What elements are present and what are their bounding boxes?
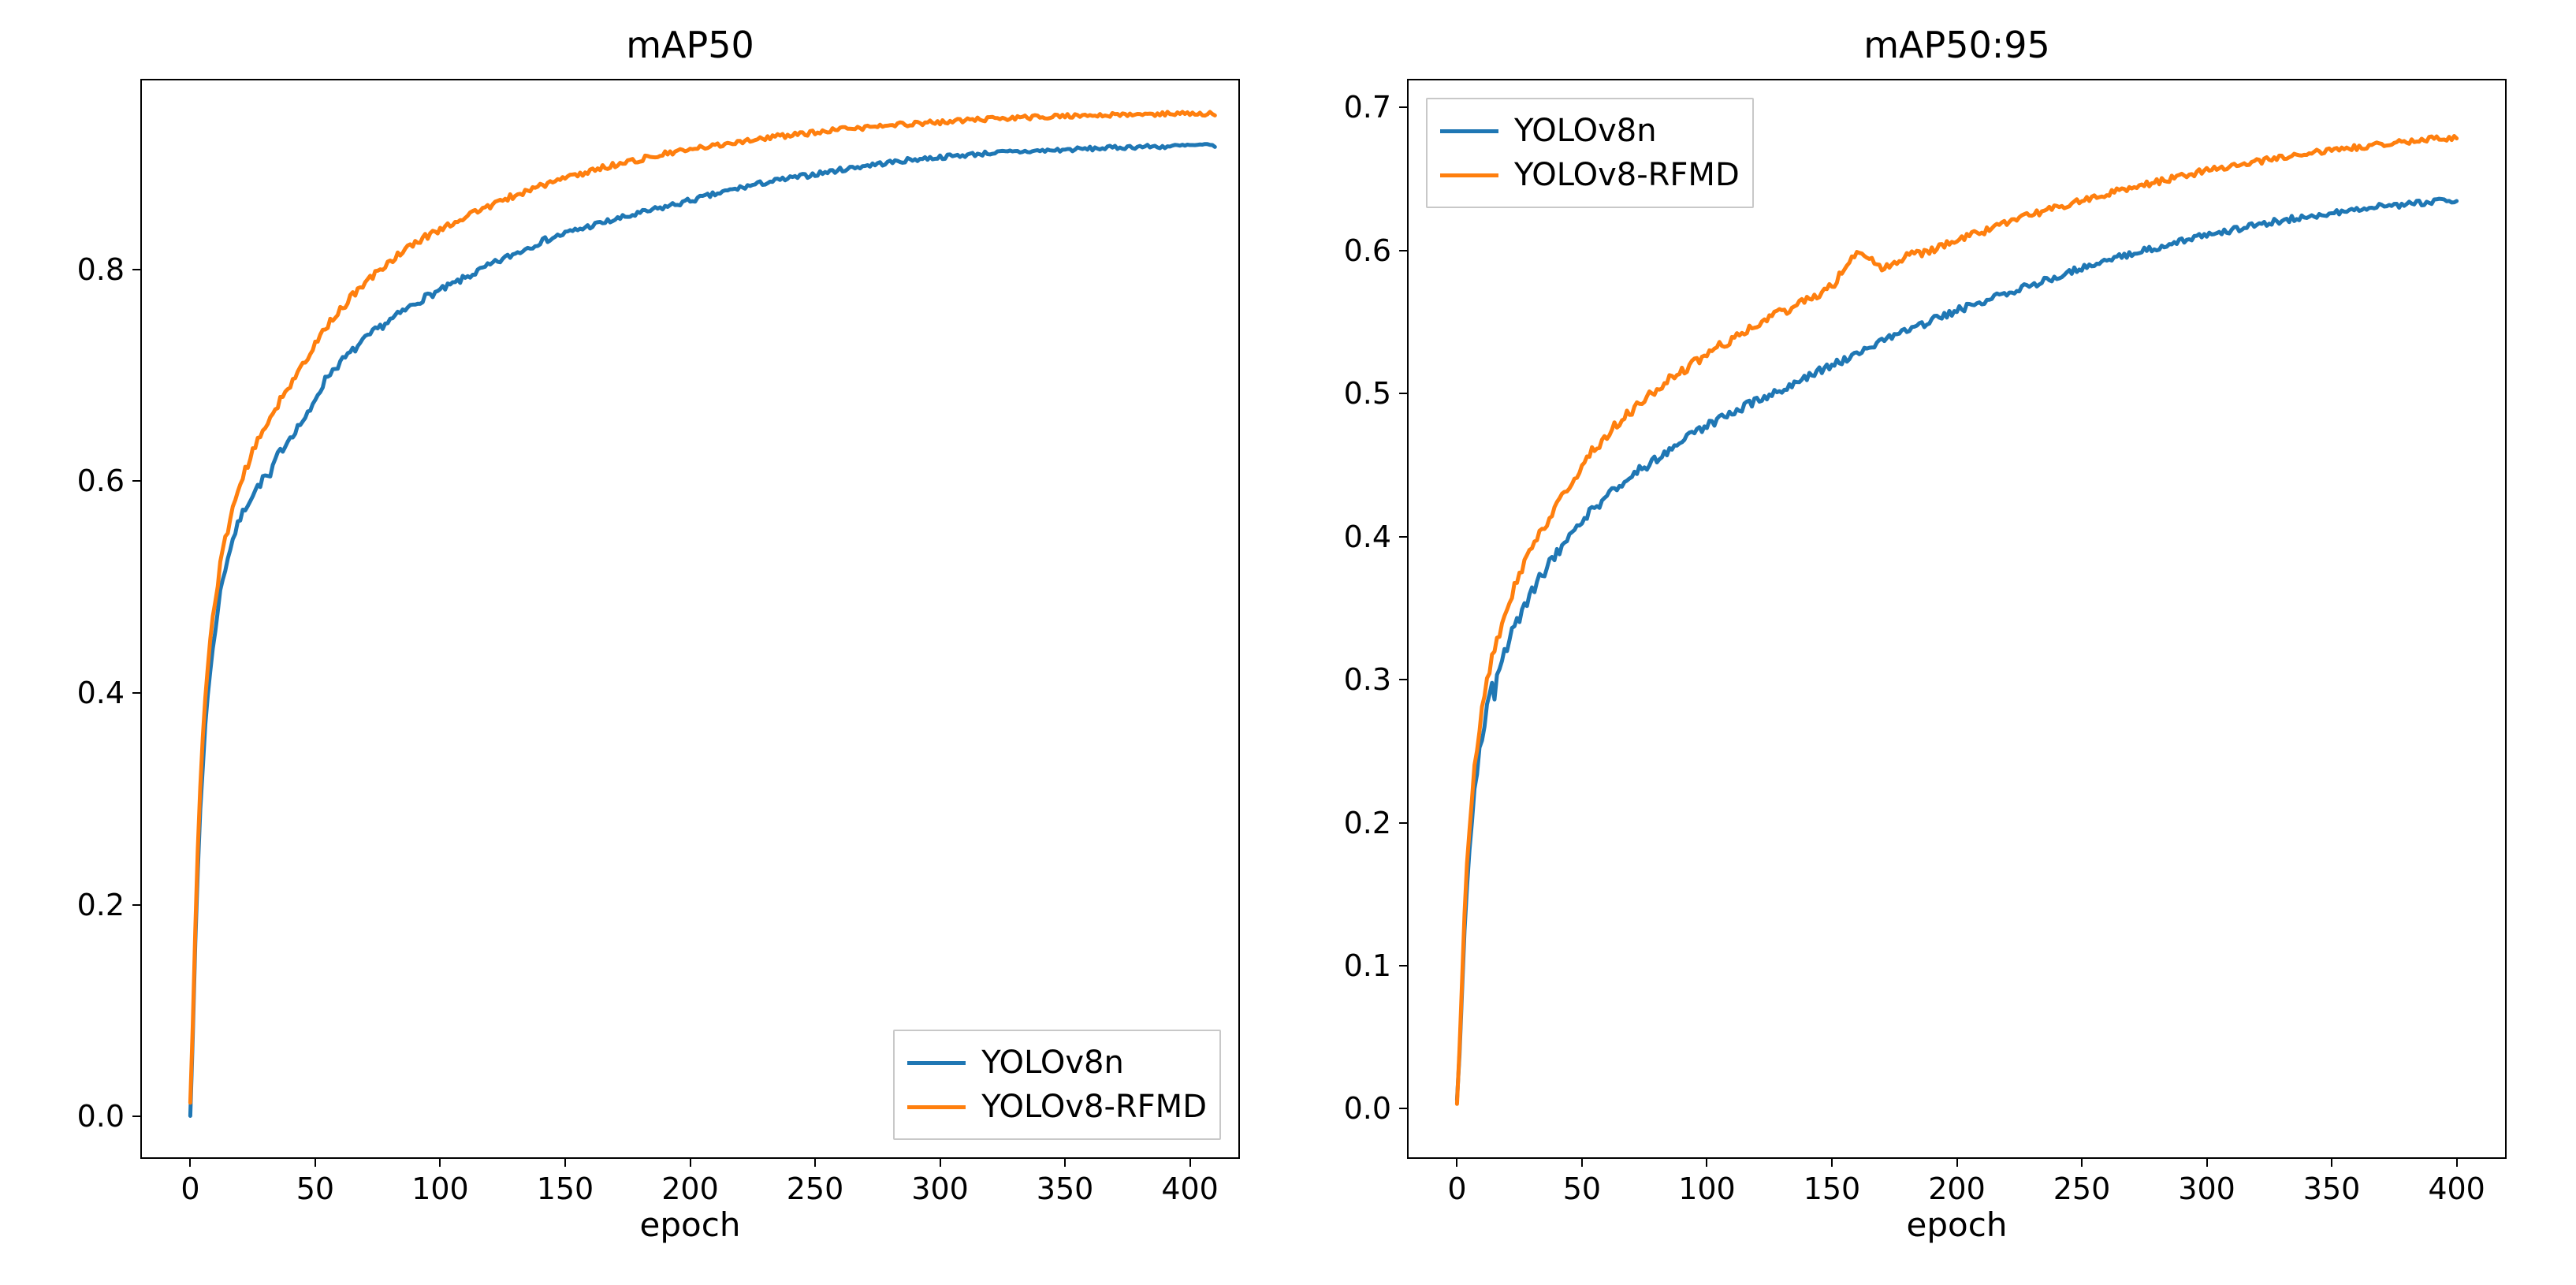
series-line-yolov8-rfmd — [1457, 136, 2456, 1104]
plot-area — [1407, 79, 2507, 1159]
x-tick-label: 0 — [181, 1171, 199, 1206]
y-tick-mark — [1399, 965, 1407, 967]
x-tick-label: 50 — [296, 1171, 334, 1206]
x-tick-mark — [315, 1159, 316, 1167]
chart-panel-right: mAP50:95epoch0501001502002503003504000.0… — [1407, 79, 2507, 1159]
x-tick-label: 350 — [1037, 1171, 1094, 1206]
y-tick-mark — [1399, 250, 1407, 251]
x-tick-label: 200 — [1928, 1171, 1986, 1206]
legend-label: YOLOv8n — [1514, 113, 1657, 149]
y-tick-mark — [132, 1116, 140, 1117]
x-tick-mark — [940, 1159, 941, 1167]
x-tick-label: 100 — [1678, 1171, 1736, 1206]
legend-label: YOLOv8-RFMD — [981, 1089, 1207, 1125]
y-tick-mark — [1399, 536, 1407, 538]
x-tick-mark — [2331, 1159, 2332, 1167]
y-tick-mark — [1399, 679, 1407, 680]
legend-swatch — [907, 1105, 966, 1109]
legend-item: YOLOv8-RFMD — [1440, 153, 1740, 197]
y-tick-label: 0.7 — [1344, 90, 1391, 125]
legend: YOLOv8n YOLOv8-RFMD — [893, 1030, 1221, 1140]
y-tick-mark — [132, 904, 140, 906]
x-tick-mark — [1456, 1159, 1457, 1167]
legend-label: YOLOv8-RFMD — [1514, 157, 1740, 193]
x-axis-label: epoch — [1407, 1205, 2507, 1244]
x-tick-mark — [1706, 1159, 1707, 1167]
series-line-yolov8-rfmd — [190, 112, 1215, 1103]
x-tick-label: 150 — [537, 1171, 594, 1206]
y-tick-label: 0.2 — [77, 888, 125, 922]
x-tick-label: 400 — [2428, 1171, 2485, 1206]
x-tick-mark — [1956, 1159, 1958, 1167]
y-tick-label: 0.0 — [1344, 1091, 1391, 1126]
series-line-yolov8n — [1457, 199, 2456, 1100]
chart-title: mAP50 — [140, 24, 1240, 66]
x-tick-label: 250 — [787, 1171, 844, 1206]
figure: mAP50epoch0501001502002503003504000.00.2… — [0, 0, 2576, 1285]
x-tick-mark — [439, 1159, 441, 1167]
x-tick-mark — [2206, 1159, 2208, 1167]
y-tick-mark — [1399, 1108, 1407, 1109]
legend-swatch — [907, 1061, 966, 1065]
x-tick-label: 100 — [411, 1171, 469, 1206]
y-tick-mark — [1399, 106, 1407, 108]
x-tick-label: 300 — [911, 1171, 969, 1206]
legend-item: YOLOv8n — [907, 1041, 1207, 1085]
y-tick-mark — [132, 692, 140, 694]
series-line-yolov8n — [190, 144, 1215, 1116]
y-tick-label: 0.4 — [1344, 520, 1391, 554]
x-tick-label: 400 — [1161, 1171, 1219, 1206]
x-tick-mark — [1189, 1159, 1191, 1167]
legend-item: YOLOv8-RFMD — [907, 1085, 1207, 1129]
x-tick-label: 150 — [1804, 1171, 1861, 1206]
x-tick-mark — [1581, 1159, 1583, 1167]
y-tick-mark — [132, 480, 140, 482]
y-tick-label: 0.4 — [77, 676, 125, 710]
legend-label: YOLOv8n — [981, 1045, 1124, 1081]
x-tick-label: 250 — [2053, 1171, 2111, 1206]
x-tick-mark — [1064, 1159, 1066, 1167]
x-tick-label: 0 — [1447, 1171, 1466, 1206]
x-tick-mark — [690, 1159, 691, 1167]
y-tick-label: 0.5 — [1344, 376, 1391, 411]
y-tick-mark — [1399, 822, 1407, 824]
x-tick-label: 200 — [661, 1171, 719, 1206]
x-tick-mark — [814, 1159, 816, 1167]
y-tick-label: 0.1 — [1344, 948, 1391, 983]
x-tick-mark — [2081, 1159, 2083, 1167]
y-tick-label: 0.0 — [77, 1099, 125, 1134]
x-tick-mark — [2456, 1159, 2458, 1167]
legend-swatch — [1440, 173, 1498, 177]
chart-panel-left: mAP50epoch0501001502002503003504000.00.2… — [140, 79, 1240, 1159]
legend: YOLOv8n YOLOv8-RFMD — [1426, 98, 1754, 208]
x-tick-mark — [564, 1159, 566, 1167]
y-tick-label: 0.2 — [1344, 806, 1391, 840]
y-tick-label: 0.3 — [1344, 662, 1391, 697]
x-tick-label: 350 — [2303, 1171, 2361, 1206]
y-tick-mark — [1399, 393, 1407, 394]
y-tick-label: 0.6 — [77, 464, 125, 498]
x-tick-label: 50 — [1563, 1171, 1601, 1206]
x-tick-label: 300 — [2178, 1171, 2235, 1206]
chart-title: mAP50:95 — [1407, 24, 2507, 66]
y-tick-mark — [132, 269, 140, 270]
y-tick-label: 0.6 — [1344, 233, 1391, 268]
plot-area — [140, 79, 1240, 1159]
x-axis-label: epoch — [140, 1205, 1240, 1244]
y-tick-label: 0.8 — [77, 252, 125, 287]
legend-item: YOLOv8n — [1440, 109, 1740, 153]
x-tick-mark — [1831, 1159, 1833, 1167]
x-tick-mark — [189, 1159, 191, 1167]
legend-swatch — [1440, 129, 1498, 133]
